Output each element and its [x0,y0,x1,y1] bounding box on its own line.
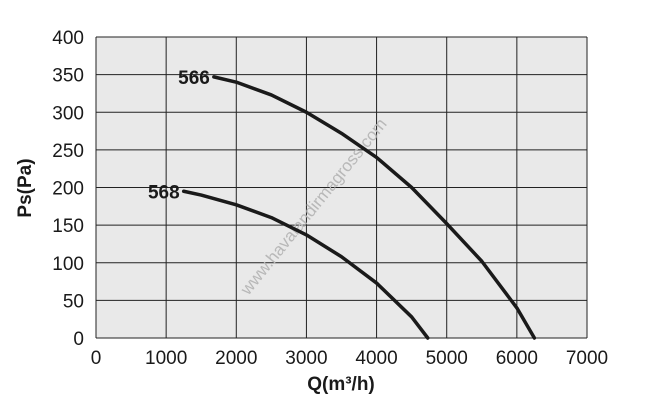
y-tick-label-2: 100 [52,254,84,275]
y-tick-label-3: 150 [52,216,84,237]
x-axis-label: Q(m³/h) [307,374,375,395]
x-tick-labels: 0 1000 2000 3000 4000 5000 6000 7000 [91,348,608,369]
y-tick-label-4: 200 [52,179,84,200]
y-tick-label-7: 350 [52,66,84,87]
x-tick-label-5: 5000 [426,348,468,369]
series-label-566: 566 [178,68,210,89]
series-line-568 [181,189,430,340]
y-tick-label-8: 400 [52,28,84,49]
y-tick-labels: 0 50 100 150 200 250 300 350 400 [52,28,84,350]
x-tick-label-2: 2000 [215,348,257,369]
x-tick-label-4: 4000 [355,348,397,369]
series-line-566 [212,75,537,340]
y-tick-label-0: 0 [73,329,84,350]
x-tick-label-7: 7000 [566,348,608,369]
y-tick-label-6: 300 [52,103,84,124]
grid-lines [95,36,588,339]
x-tick-label-3: 3000 [285,348,327,369]
x-tick-label-6: 6000 [496,348,538,369]
series-lines [181,75,537,340]
series-label-568: 568 [148,182,180,203]
y-axis-label: Ps(Pa) [15,158,36,217]
x-tick-label-0: 0 [91,348,102,369]
series-labels: 566 568 [148,68,210,203]
y-tick-label-1: 50 [63,291,84,312]
x-tick-label-1: 1000 [145,348,187,369]
y-tick-label-5: 250 [52,141,84,162]
